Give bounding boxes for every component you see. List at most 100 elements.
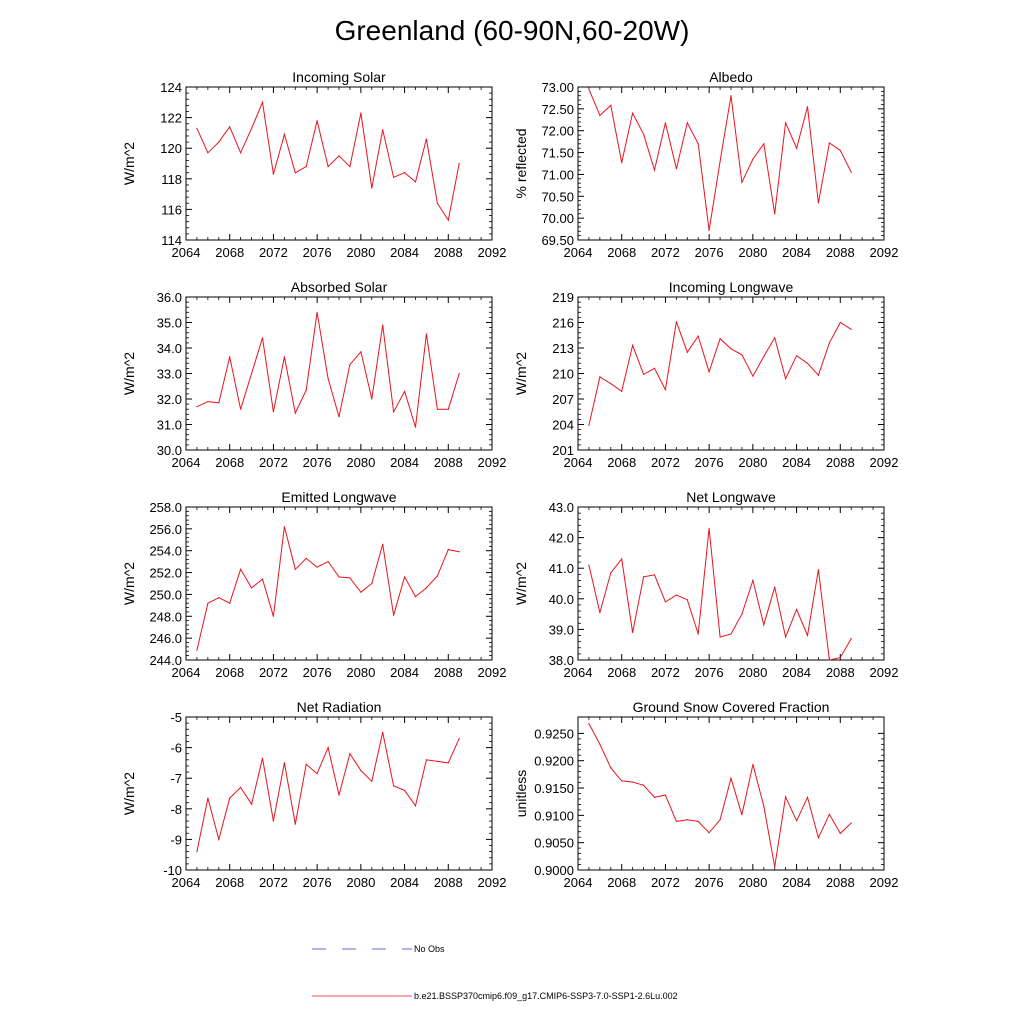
data-point	[349, 364, 351, 366]
data-point	[360, 351, 362, 353]
data-point	[218, 838, 220, 841]
x-tick-label: 2080	[738, 455, 767, 470]
data-point	[240, 568, 242, 570]
data-point	[599, 114, 601, 116]
x-tick-label: 2076	[303, 665, 332, 680]
data-point	[436, 408, 438, 410]
data-point	[404, 172, 406, 174]
data-point	[294, 412, 296, 414]
x-tick-label: 2072	[651, 875, 680, 890]
data-point	[436, 575, 438, 577]
data-point	[261, 757, 264, 759]
data-point	[338, 794, 340, 796]
data-point	[218, 141, 220, 143]
x-tick-label: 2068	[607, 455, 636, 470]
chart-panel: Ground Snow Covered Fraction unitless 2064…	[513, 699, 898, 890]
y-tick-label: 204	[552, 418, 574, 433]
data-point	[697, 335, 699, 337]
data-point	[610, 104, 612, 106]
y-tick-label: 0.9050	[534, 836, 574, 851]
series-line	[588, 89, 852, 231]
data-point	[283, 356, 285, 358]
page-title: Greenland (60-90N,60-20W)	[335, 15, 690, 46]
data-point	[207, 797, 209, 799]
data-point	[316, 566, 318, 568]
data-point	[240, 152, 242, 154]
x-tick-label: 2064	[172, 245, 201, 260]
data-point	[196, 649, 198, 651]
y-tick-label: 30.0	[157, 443, 182, 458]
y-tick-label: 250.0	[149, 587, 182, 602]
data-point	[305, 557, 307, 560]
data-point	[610, 572, 612, 574]
data-point	[414, 181, 417, 183]
data-point	[283, 133, 285, 135]
data-point	[708, 229, 710, 231]
y-tick-label: 0.9250	[534, 726, 574, 741]
x-tick-label: 2092	[870, 875, 899, 890]
y-tick-label: -5	[170, 710, 182, 725]
data-point	[839, 149, 841, 151]
plot-frame	[577, 86, 885, 241]
x-tick-label: 2064	[172, 875, 201, 890]
x-tick-label: 2080	[346, 245, 375, 260]
data-point	[785, 378, 787, 380]
data-point	[196, 127, 198, 129]
x-tick-label: 2084	[390, 875, 419, 890]
data-point	[806, 634, 809, 637]
data-point	[785, 636, 787, 638]
data-point	[272, 173, 274, 175]
data-point	[730, 348, 732, 350]
x-tick-label: 2084	[390, 665, 419, 680]
data-point	[447, 408, 449, 410]
data-point	[763, 143, 765, 145]
y-tick-label: 118	[161, 172, 182, 187]
plot-frame	[577, 716, 885, 871]
data-point	[382, 324, 384, 326]
plot-frame	[185, 506, 493, 661]
data-point	[632, 112, 634, 114]
data-point	[436, 202, 438, 204]
data-point	[806, 106, 809, 108]
data-point	[839, 321, 841, 324]
y-tick-label: 43.0	[549, 500, 574, 515]
data-point	[251, 127, 253, 129]
x-tick-label: 2080	[346, 875, 375, 890]
y-tick-label: 0.9100	[534, 808, 574, 823]
data-point	[404, 576, 406, 578]
chart-title: Emitted Longwave	[281, 489, 396, 505]
data-point	[785, 796, 787, 798]
data-point	[686, 599, 688, 601]
y-tick-label: 213	[552, 341, 574, 356]
y-tick-label: 122	[160, 111, 182, 126]
data-point	[763, 805, 765, 807]
y-axis-label: W/m^2	[121, 352, 137, 395]
data-point	[316, 773, 318, 775]
y-tick-label: 258.0	[149, 500, 182, 515]
data-point	[686, 351, 688, 353]
chart-title: Incoming Solar	[292, 69, 386, 85]
data-point	[240, 408, 242, 410]
data-point	[382, 731, 384, 733]
x-tick-label: 2080	[346, 665, 375, 680]
data-point	[436, 760, 438, 763]
x-tick-label: 2068	[607, 875, 636, 890]
data-point	[251, 587, 253, 589]
data-point	[425, 587, 427, 589]
data-point	[796, 147, 798, 149]
series-line	[196, 732, 460, 852]
y-tick-label: 71.50	[541, 146, 574, 161]
data-point	[774, 337, 776, 339]
data-point	[382, 543, 384, 545]
data-point	[763, 624, 765, 626]
data-point	[272, 615, 274, 617]
data-point	[393, 176, 395, 178]
data-point	[196, 406, 198, 408]
data-point	[338, 416, 340, 418]
data-point	[621, 162, 623, 164]
y-tick-label: 201	[552, 443, 574, 458]
data-point	[261, 578, 264, 580]
chart-panel: Albedo % reflected 2064 2068 2072 2076 2080 208…	[513, 69, 898, 260]
data-point	[817, 837, 820, 839]
